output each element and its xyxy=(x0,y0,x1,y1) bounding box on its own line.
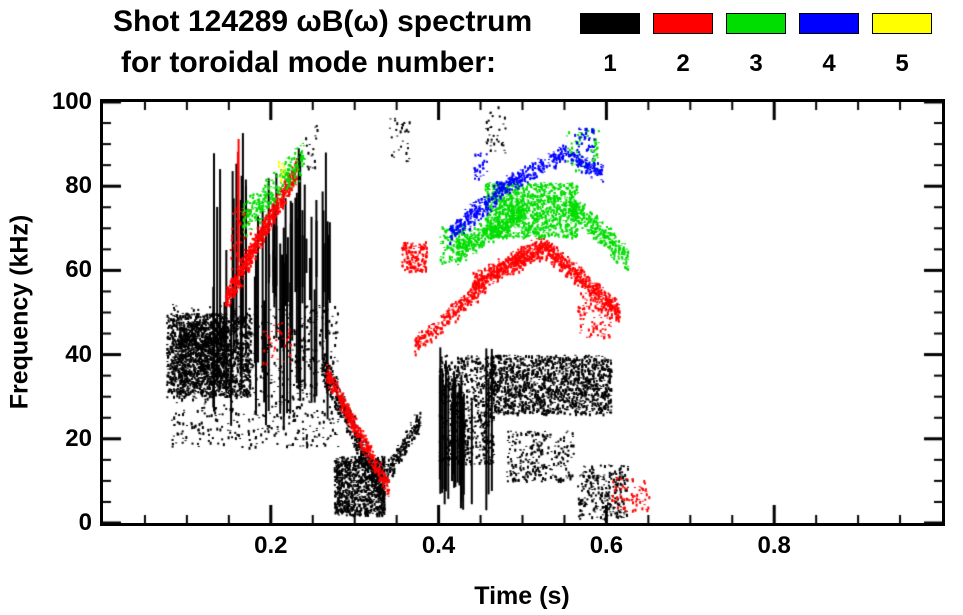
y-tick-label: 40 xyxy=(65,340,92,368)
y-tick-label: 100 xyxy=(51,88,92,115)
x-tick-label: 0.4 xyxy=(421,532,456,559)
legend-label-4: 4 xyxy=(822,50,836,77)
legend-labels: 1 2 3 4 5 xyxy=(580,50,932,78)
legend-swatch-4 xyxy=(799,13,859,34)
legend-swatch-1 xyxy=(580,13,640,34)
legend-swatch-5 xyxy=(872,13,932,34)
legend-swatch-3 xyxy=(726,13,786,34)
legend-label-1: 1 xyxy=(603,50,617,77)
legend-label-2: 2 xyxy=(676,50,690,77)
x-tick-label: 0.8 xyxy=(757,532,791,559)
x-axis-label: Time (s) xyxy=(474,582,570,610)
legend-swatches xyxy=(580,13,932,34)
y-axis-label: Frequency (kHz) xyxy=(5,214,34,410)
legend-swatch-2 xyxy=(653,13,713,34)
spectrogram-canvas xyxy=(103,102,942,523)
y-tick-label: 60 xyxy=(65,256,92,284)
legend-label-5: 5 xyxy=(895,50,909,77)
legend-label-3: 3 xyxy=(749,50,763,77)
y-tick-label: 0 xyxy=(78,509,92,536)
chart-subtitle: for toroidal mode number: xyxy=(121,46,496,79)
y-tick-label: 20 xyxy=(65,424,92,452)
x-tick-label: 0.6 xyxy=(589,532,624,559)
x-tick-label: 0.2 xyxy=(254,532,288,559)
y-tick-label: 80 xyxy=(65,172,92,200)
chart-title: Shot 124289 ωB(ω) spectrum xyxy=(113,5,533,38)
plot-area xyxy=(100,99,945,526)
